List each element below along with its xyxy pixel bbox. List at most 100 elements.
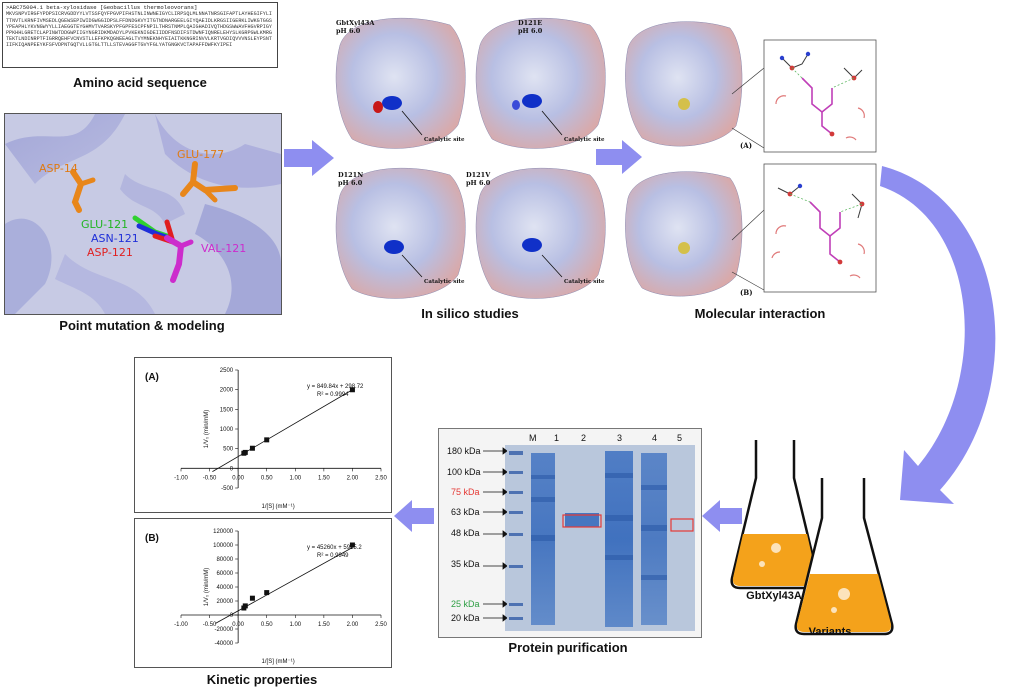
- interaction-tag-b: (B): [740, 288, 753, 297]
- marker-48: 48 kDa: [451, 528, 480, 538]
- y-tick-label: -20000: [214, 627, 233, 633]
- x-tick-label: -1.00: [174, 475, 188, 481]
- sequence-box: >ABC75004.1 beta-xylosidase [Geobacillus…: [2, 2, 278, 68]
- y-tick-label: 500: [223, 447, 234, 453]
- gel-image: [505, 445, 695, 631]
- x-tick-label: 0.50: [261, 622, 273, 628]
- marker-arrows: [483, 447, 507, 622]
- marker-75: 75 kDa: [451, 487, 480, 497]
- data-point: [264, 437, 270, 443]
- sequence-text: MKVSNPVIRGFYPDPSICRVGDDYYLVTSSFQYFPGVPIF…: [6, 11, 272, 48]
- x-axis-title: 1/[S] (mM⁻¹): [262, 504, 295, 510]
- r-squared-label: R² = 0.9949: [317, 553, 349, 559]
- data-point: [242, 449, 248, 455]
- label-asp121: ASP-121: [87, 246, 133, 259]
- kinetic-chart-b: -1.00 -0.50 0.00 0.50 1.00 1.50 2.00 2.50 -40000…: [134, 518, 392, 668]
- curved-flow-arrow: [880, 166, 996, 504]
- label-asn121: ASN-121: [91, 232, 139, 245]
- x-tick-label: 2.50: [375, 475, 387, 481]
- caption-kinetic: Kinetic properties: [206, 672, 318, 687]
- equation-label: y = 45260x + 5915.2: [307, 545, 362, 551]
- marker-100: 100 kDa: [447, 467, 481, 477]
- x-tick-label: 0.00: [232, 622, 244, 628]
- y-tick-label: -500: [221, 486, 234, 492]
- flasks-graphic: [730, 440, 894, 636]
- in-silico-grid: GbtXyl43A pH 6.0 D121E pH 6.0 D121N pH 6.0 …: [330, 5, 610, 303]
- y-tick-label: 1500: [220, 407, 234, 413]
- panel-label: (A): [145, 372, 159, 383]
- lane-label-m: M: [529, 433, 537, 443]
- panel-title-d121e: D121E pH 6.0: [518, 19, 543, 35]
- y-tick-label: 2500: [220, 368, 234, 374]
- label-asp14: ASP-14: [39, 162, 78, 175]
- mutation-panel: ASP-14 GLU-177 GLU-121 ASN-121 ASP-121 V…: [4, 113, 282, 315]
- interaction-panels: (A) (B): [622, 8, 882, 304]
- interaction-graphic: [625, 21, 877, 297]
- y-tick-label: 80000: [216, 557, 233, 563]
- data-point: [249, 595, 255, 601]
- label-glu177: GLU-177: [177, 148, 225, 161]
- data-point: [242, 603, 248, 609]
- marker-20: 20 kDa: [451, 613, 480, 623]
- regression-line: [212, 389, 353, 472]
- flow-arrow-3: [702, 500, 742, 532]
- marker-63: 63 kDa: [451, 507, 480, 517]
- lane-label-3: 3: [617, 433, 623, 443]
- flow-arrow-2: [596, 140, 642, 174]
- data-point: [349, 387, 355, 393]
- x-tick-label: 1.00: [289, 622, 301, 628]
- y-tick-label: 2000: [220, 388, 234, 394]
- caption-molecular-interaction: Molecular interaction: [694, 306, 826, 321]
- x-tick-label: 2.00: [347, 475, 359, 481]
- y-tick-label: 1000: [220, 427, 234, 433]
- panel-title-wt: GbtXyl43A pH 6.0: [336, 19, 375, 35]
- sequence-header: >ABC75004.1 beta-xylosidase [Geobacillus…: [6, 4, 198, 11]
- lane-label-2: 2: [581, 433, 587, 443]
- caption-point-mutation: Point mutation & modeling: [59, 318, 225, 333]
- label-glu121: GLU-121: [81, 218, 129, 231]
- x-tick-label: 2.00: [347, 622, 359, 628]
- interaction-tag-a: (A): [740, 141, 753, 150]
- caption-variants: Variants: [808, 626, 852, 638]
- x-tick-label: 2.50: [375, 622, 387, 628]
- marker-180: 180 kDa: [447, 446, 481, 456]
- lineweaver-burk-plot-a: -1.00 -0.50 0.00 0.50 1.00 1.50 2.00 2.50 -500 0 5…: [145, 368, 387, 510]
- caption-wild-type: GbtXyl43A: [746, 590, 802, 602]
- x-tick-label: -0.50: [203, 475, 217, 481]
- caption-protein-purification: Protein purification: [508, 640, 628, 655]
- y-tick-label: 0: [230, 613, 234, 619]
- equation-label: y = 849.84x + 298.72: [307, 384, 364, 390]
- panel-label: (B): [145, 533, 159, 544]
- lane-label-5: 5: [677, 433, 683, 443]
- catalytic-site-label: Catalytic site: [424, 137, 465, 143]
- y-tick-label: 100000: [213, 543, 234, 549]
- x-tick-label: 0.50: [261, 475, 273, 481]
- panel-title-d121v: D121V pH 6.0: [466, 171, 491, 187]
- x-tick-label: 0.00: [232, 475, 244, 481]
- panel-title-d121n: D121N pH 6.0: [338, 171, 364, 187]
- lane-label-4: 4: [652, 433, 658, 443]
- data-point: [349, 542, 355, 548]
- kinetic-chart-a: -1.00 -0.50 0.00 0.50 1.00 1.50 2.00 2.50 -500 0 5…: [134, 357, 392, 513]
- marker-35: 35 kDa: [451, 559, 480, 569]
- gel-panel: M 1 2 3 4 5 180 kDa 100 kDa 75 kDa 63 kD…: [438, 428, 702, 638]
- lineweaver-burk-plot-b: -1.00 -0.50 0.00 0.50 1.00 1.50 2.00 2.50 -40000…: [145, 529, 387, 665]
- regression-line: [215, 547, 353, 624]
- data-point: [264, 590, 270, 596]
- x-tick-label: 1.50: [318, 475, 330, 481]
- x-tick-label: 1.50: [318, 622, 330, 628]
- y-tick-label: 0: [230, 466, 234, 472]
- y-tick-label: -40000: [214, 641, 233, 647]
- catalytic-site-label: Catalytic site: [564, 137, 605, 143]
- marker-25: 25 kDa: [451, 599, 480, 609]
- caption-in-silico: In silico studies: [421, 306, 519, 321]
- y-tick-label: 40000: [216, 585, 233, 591]
- catalytic-site-label: Catalytic site: [564, 279, 605, 285]
- y-tick-label: 20000: [216, 599, 233, 605]
- r-squared-label: R² = 0.9994: [317, 392, 349, 398]
- x-tick-label: -0.50: [203, 622, 217, 628]
- y-tick-label: 120000: [213, 529, 234, 535]
- catalytic-site-label: Catalytic site: [424, 279, 465, 285]
- x-tick-label: -1.00: [174, 622, 188, 628]
- surface-models: [335, 17, 606, 299]
